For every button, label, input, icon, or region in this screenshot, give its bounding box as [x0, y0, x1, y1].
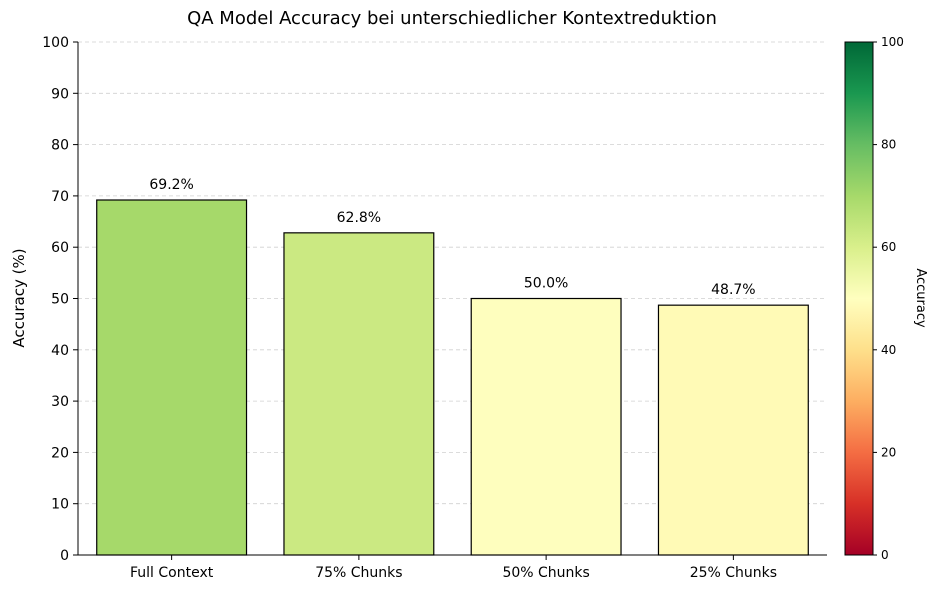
y-tick-label: 30	[51, 394, 69, 410]
y-tick-label: 40	[51, 343, 69, 359]
x-tick-label: Full Context	[130, 565, 214, 581]
axes: 0 10 20 30 40 50 60 70 80 90 100 Full Context 75% Ch…	[42, 35, 827, 581]
colorbar: 0 20 40 60 80 100	[844, 35, 904, 562]
x-tick-label: 50% Chunks	[502, 565, 589, 581]
bar	[470, 297, 622, 556]
bar-value-label: 48.7%	[711, 282, 755, 298]
colorbar-tick-label: 40	[881, 343, 896, 357]
y-tick-label: 0	[60, 548, 69, 564]
bar	[657, 304, 809, 556]
bars: 69.2% 62.8% 50.0% 48.7%	[96, 177, 809, 556]
bar	[283, 232, 435, 556]
colorbar-tick-label: 20	[881, 445, 896, 459]
bar-value-label: 69.2%	[149, 177, 193, 193]
bar-value-label: 62.8%	[337, 210, 381, 226]
y-tick-label: 80	[51, 138, 69, 154]
y-tick-label: 70	[51, 189, 69, 205]
colorbar-gradient	[844, 41, 874, 556]
bar-value-label: 50.0%	[524, 276, 568, 292]
colorbar-tick-label: 100	[881, 35, 904, 49]
colorbar-tick-label: 80	[881, 138, 896, 152]
y-tick-label: 100	[42, 35, 69, 51]
x-tick-label: 75% Chunks	[315, 565, 402, 581]
x-tick-label: 25% Chunks	[690, 565, 777, 581]
y-tick-label: 10	[51, 497, 69, 513]
colorbar-tick-label: 0	[881, 548, 889, 562]
chart-title: QA Model Accuracy bei unterschiedlicher …	[187, 8, 717, 29]
y-tick-label: 50	[51, 292, 69, 308]
y-axis-label: Accuracy (%)	[10, 248, 28, 347]
y-tick-label: 90	[51, 86, 69, 102]
bar	[96, 199, 248, 556]
y-tick-label: 20	[51, 445, 69, 461]
colorbar-label: Accuracy	[913, 268, 928, 328]
y-tick-label: 60	[51, 240, 69, 256]
colorbar-tick-label: 60	[881, 240, 896, 254]
